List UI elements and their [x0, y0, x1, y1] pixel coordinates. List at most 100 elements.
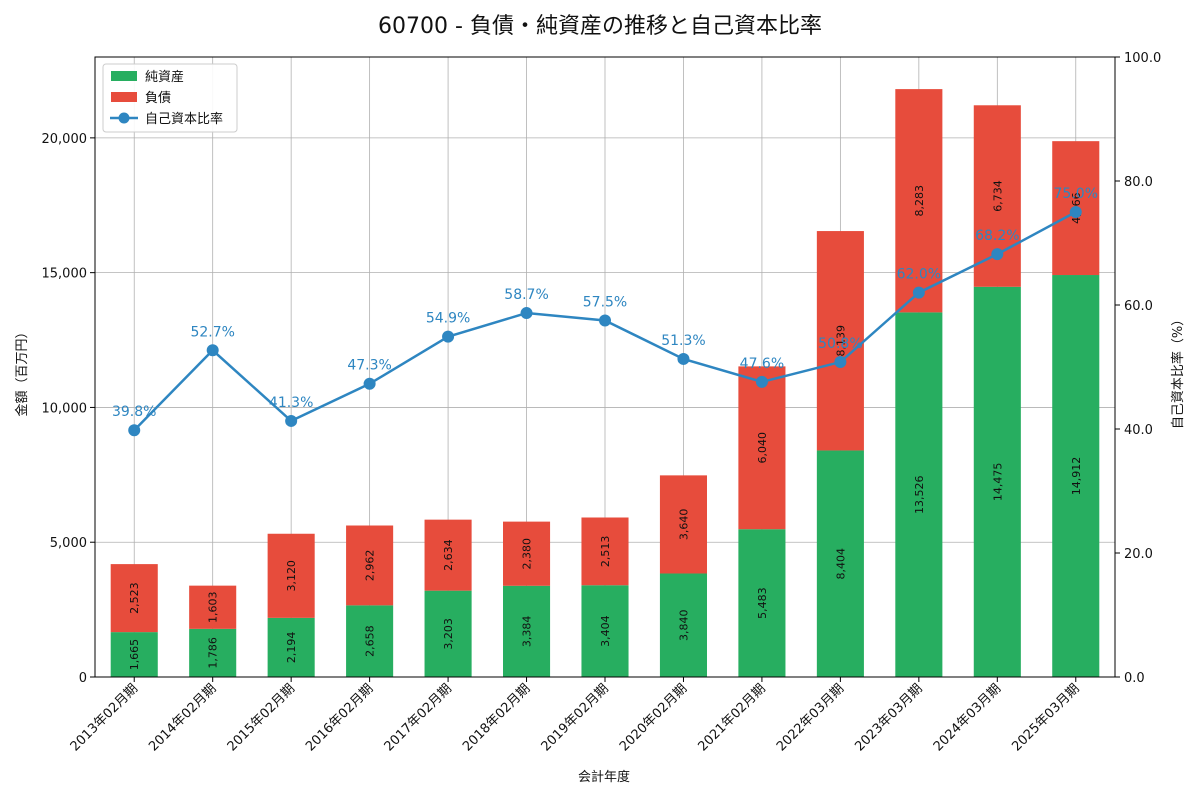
- equity-value-label: 5,483: [756, 587, 769, 619]
- equity-value-label: 14,912: [1070, 457, 1083, 496]
- liability-value-label: 6,040: [756, 432, 769, 464]
- x-tick-label: 2025年03月期: [1009, 681, 1082, 754]
- x-tick-label: 2016年02月期: [303, 681, 376, 754]
- ratio-value-label: 62.0%: [897, 267, 941, 283]
- equity-bar: [816, 450, 864, 677]
- liability-bar: [581, 517, 629, 586]
- ratio-point: [1069, 206, 1082, 218]
- ratio-value-label: 51.3%: [661, 333, 705, 349]
- y-tick-label: 5,000: [50, 536, 87, 551]
- liability-value-label: 2,523: [128, 582, 141, 614]
- ratio-point: [677, 352, 690, 365]
- liability-bar: [503, 521, 551, 586]
- ratio-point: [755, 375, 768, 388]
- liability-bar: [110, 564, 158, 633]
- legend-marker-ratio: [118, 112, 130, 124]
- y2-tick-label: 20.0: [1124, 547, 1153, 562]
- x-tick-label: 2022年03月期: [774, 681, 847, 754]
- liability-value-label: 2,634: [442, 539, 455, 571]
- equity-value-label: 3,840: [677, 609, 690, 641]
- equity-value-label: 13,526: [913, 475, 926, 514]
- y2-tick-label: 0.0: [1124, 671, 1145, 686]
- ratio-point: [363, 377, 376, 390]
- equity-bar: [895, 312, 943, 677]
- equity-bar: [659, 573, 707, 677]
- x-tick-label: 2017年02月期: [382, 681, 455, 754]
- equity-bar: [738, 529, 786, 677]
- liability-bar: [816, 231, 864, 451]
- ratio-value-label: 68.2%: [975, 228, 1019, 244]
- liability-value-label: 2,380: [521, 538, 534, 570]
- liability-bar: [189, 585, 237, 629]
- x-tick-label: 2014年02月期: [146, 681, 219, 754]
- y2-axis-label: 自己資本比率（%）: [1170, 313, 1186, 429]
- ratio-point: [912, 286, 925, 299]
- ratio-value-label: 47.6%: [740, 356, 784, 372]
- liability-bar: [424, 519, 472, 591]
- y-tick-label: 10,000: [42, 401, 88, 416]
- ratio-point: [128, 424, 141, 437]
- liability-bar: [659, 475, 707, 574]
- equity-bar: [581, 585, 629, 677]
- liability-value-label: 2,513: [599, 536, 612, 568]
- ratio-value-label: 50.8%: [818, 336, 862, 352]
- equity-value-label: 2,194: [285, 632, 298, 664]
- y2-tick-label: 100.0: [1124, 51, 1161, 66]
- equity-value-label: 3,384: [521, 616, 534, 648]
- equity-bar: [503, 585, 551, 677]
- liability-value-label: 2,962: [364, 550, 377, 582]
- y2-tick-label: 60.0: [1124, 299, 1153, 314]
- equity-bar: [1052, 275, 1100, 677]
- ratio-point: [442, 330, 455, 343]
- legend-label-ratio: 自己資本比率: [145, 111, 223, 127]
- equity-value-label: 14,475: [991, 463, 1004, 502]
- legend-label-equity: 純資産: [145, 69, 184, 85]
- equity-bar: [346, 605, 394, 677]
- x-tick-label: 2020年02月期: [617, 681, 690, 754]
- liability-value-label: 6,734: [991, 180, 1004, 212]
- equity-bar: [267, 617, 315, 677]
- ratio-line-layer: 39.8% 52.7% 41.3% 47.3% 54.9% 58.7% 57.5% 51.3%…: [112, 186, 1098, 437]
- y2-tick-label: 40.0: [1124, 423, 1153, 438]
- x-tick-label: 2021年02月期: [695, 681, 768, 754]
- x-tick-label: 2019年02月期: [539, 681, 612, 754]
- ratio-point: [991, 248, 1004, 261]
- x-tick-label: 2018年02月期: [460, 681, 533, 754]
- equity-value-label: 8,404: [834, 548, 847, 580]
- ratio-value-label: 57.5%: [583, 295, 627, 311]
- liability-value-label: 1,603: [207, 592, 220, 624]
- y-tick-label: 20,000: [42, 132, 88, 147]
- legend-label-liability: 負債: [145, 91, 171, 106]
- liability-bar: [346, 525, 394, 606]
- equity-value-label: 1,786: [207, 637, 220, 669]
- y2-tick-label: 80.0: [1124, 175, 1153, 190]
- y-tick-label: 0: [79, 671, 87, 686]
- equity-value-label: 2,658: [364, 625, 377, 657]
- plot-frame: [94, 56, 1116, 678]
- legend-swatch-liability: [111, 92, 137, 102]
- ratio-value-label: 41.3%: [269, 395, 313, 411]
- ratio-value-label: 54.9%: [426, 311, 470, 327]
- y-tick-label: 15,000: [42, 267, 88, 282]
- x-axis-label: 会計年度: [578, 769, 630, 785]
- ratio-point: [834, 356, 847, 369]
- x-tick-label: 2023年03月期: [852, 681, 925, 754]
- ratio-value-label: 47.3%: [347, 358, 391, 374]
- ratio-point: [285, 414, 298, 427]
- equity-value-label: 3,404: [599, 615, 612, 647]
- chart-title: 60700 - 負債・純資産の推移と自己資本比率: [378, 14, 822, 39]
- ratio-value-label: 75.0%: [1054, 186, 1098, 202]
- equity-value-label: 3,203: [442, 618, 455, 650]
- liability-value-label: 3,640: [677, 509, 690, 541]
- liability-value-label: 8,139: [834, 325, 847, 357]
- liability-value-label: 3,120: [285, 560, 298, 592]
- equity-bar: [189, 628, 237, 677]
- liability-bar: [267, 533, 315, 618]
- ratio-value-label: 52.7%: [190, 324, 234, 340]
- x-tick-label: 2024年03月期: [931, 681, 1004, 754]
- equity-bar: [424, 590, 472, 677]
- x-tick-label: 2013年02月期: [68, 681, 141, 754]
